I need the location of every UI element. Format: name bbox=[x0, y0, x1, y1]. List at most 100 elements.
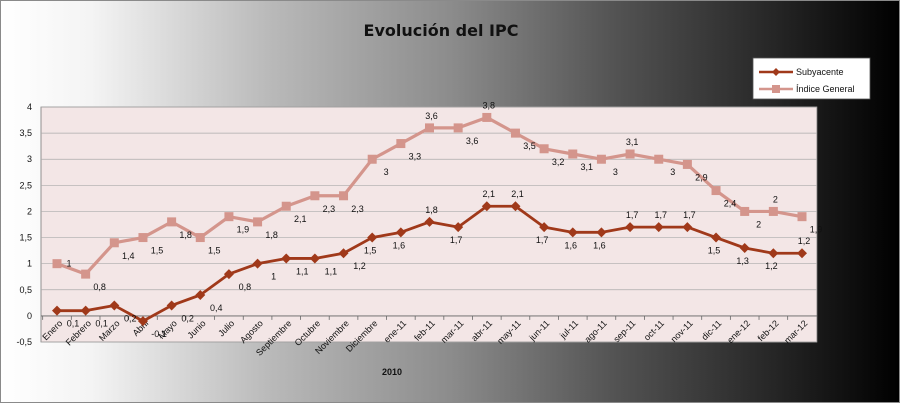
data-label: 2,3 bbox=[323, 204, 336, 214]
y-tick-label: 0 bbox=[27, 311, 32, 321]
legend-marker-indice-general bbox=[772, 85, 780, 93]
data-point bbox=[768, 248, 779, 259]
data-label: 2,1 bbox=[294, 214, 307, 224]
y-tick-label: 3 bbox=[27, 154, 32, 164]
data-point bbox=[768, 206, 778, 216]
data-point bbox=[682, 222, 693, 233]
data-point bbox=[711, 232, 722, 243]
data-point bbox=[539, 222, 550, 233]
data-point bbox=[567, 227, 578, 238]
data-point bbox=[425, 123, 434, 133]
data-label: 0,1 bbox=[67, 319, 80, 329]
data-point bbox=[568, 149, 578, 159]
data-point bbox=[396, 139, 406, 149]
data-label: 1,7 bbox=[683, 210, 696, 220]
data-label: 2,4 bbox=[724, 199, 737, 209]
data-label: 2,1 bbox=[511, 189, 524, 199]
data-label: 3 bbox=[613, 167, 618, 177]
y-tick-label: -0,5 bbox=[16, 337, 32, 347]
data-label: 1,2 bbox=[798, 236, 811, 246]
data-label: 1,5 bbox=[151, 246, 164, 256]
data-point bbox=[253, 217, 263, 227]
data-label: 0,4 bbox=[210, 303, 223, 313]
data-point bbox=[453, 222, 464, 233]
data-point bbox=[281, 201, 291, 211]
data-point bbox=[109, 300, 120, 311]
data-point bbox=[52, 259, 62, 269]
data-point bbox=[309, 253, 320, 264]
y-tick-label: 4 bbox=[27, 102, 32, 112]
legend: Subyacente Índice General bbox=[752, 57, 871, 100]
data-point bbox=[596, 227, 607, 238]
data-label: 0,1 bbox=[95, 319, 108, 329]
data-point bbox=[625, 149, 635, 159]
data-label: 1,2 bbox=[765, 261, 778, 271]
y-tick-label: 2 bbox=[27, 206, 32, 216]
data-point bbox=[653, 222, 664, 233]
data-label: 3 bbox=[384, 167, 389, 177]
data-point bbox=[252, 258, 263, 269]
data-label: 1,4 bbox=[122, 251, 135, 261]
legend-marker-subyacente bbox=[772, 68, 780, 76]
data-point bbox=[167, 217, 177, 227]
data-point bbox=[224, 212, 234, 222]
data-label: 3,6 bbox=[425, 111, 438, 121]
data-label: 1,7 bbox=[626, 210, 639, 220]
data-point bbox=[195, 290, 206, 300]
data-label: 3 bbox=[670, 167, 675, 177]
data-label: 1 bbox=[66, 259, 71, 269]
data-point bbox=[739, 243, 750, 253]
data-label: 1,5 bbox=[708, 246, 721, 256]
data-label: 3,8 bbox=[483, 100, 496, 110]
data-point bbox=[367, 154, 377, 164]
data-label: 1,7 bbox=[450, 235, 463, 245]
series-markers bbox=[52, 112, 807, 327]
data-label: 3,1 bbox=[626, 137, 639, 147]
y-tick-label: 0,5 bbox=[19, 285, 32, 295]
data-label: 1,2 bbox=[353, 261, 366, 271]
data-point bbox=[596, 154, 606, 164]
data-label: 1,1 bbox=[325, 266, 338, 276]
data-point bbox=[539, 144, 549, 154]
data-point bbox=[367, 232, 378, 243]
data-point bbox=[310, 191, 320, 201]
data-label: 0,8 bbox=[93, 282, 106, 292]
data-point bbox=[682, 159, 692, 169]
data-label: 1,5 bbox=[208, 246, 221, 256]
data-label: 0,8 bbox=[239, 282, 252, 292]
data-point bbox=[339, 191, 349, 201]
axes bbox=[41, 315, 817, 320]
data-label: 1,8 bbox=[265, 230, 278, 240]
data-label: 1,8 bbox=[425, 205, 438, 215]
data-point bbox=[281, 253, 292, 264]
data-label: 2,3 bbox=[351, 204, 364, 214]
data-label: 2 bbox=[756, 219, 761, 229]
data-label: 1,6 bbox=[593, 240, 606, 250]
data-point bbox=[654, 154, 664, 164]
data-point bbox=[223, 269, 234, 280]
data-label: 3,3 bbox=[409, 152, 422, 162]
data-label: 1,5 bbox=[364, 246, 377, 256]
data-label: 3,2 bbox=[552, 157, 565, 167]
x-axis-title: 2010 bbox=[382, 367, 402, 377]
data-label: 0,2 bbox=[124, 313, 137, 323]
data-label: 1,6 bbox=[393, 240, 406, 250]
data-label: 0,2 bbox=[181, 313, 194, 323]
data-label: 1 bbox=[271, 272, 276, 282]
data-label: 1,7 bbox=[536, 235, 549, 245]
y-tick-label: 1 bbox=[27, 259, 32, 269]
data-label: 2 bbox=[773, 194, 778, 204]
data-labels: 1 0,8 1,4 1,5 1,8 1,5 1,9 1,8 2,1 2,3 2,3 3 3,3 3,6 3,… bbox=[66, 100, 822, 339]
data-label: -0,1 bbox=[151, 329, 167, 339]
data-point bbox=[482, 112, 492, 122]
data-point bbox=[797, 212, 807, 222]
data-label: 1,1 bbox=[296, 266, 309, 276]
data-point bbox=[453, 123, 463, 133]
data-label: 3,1 bbox=[581, 162, 594, 172]
data-point bbox=[625, 222, 636, 233]
y-tick-label: 1,5 bbox=[19, 233, 32, 243]
data-point bbox=[195, 233, 205, 243]
data-point bbox=[52, 305, 62, 316]
y-tick-label: 2,5 bbox=[19, 180, 32, 190]
